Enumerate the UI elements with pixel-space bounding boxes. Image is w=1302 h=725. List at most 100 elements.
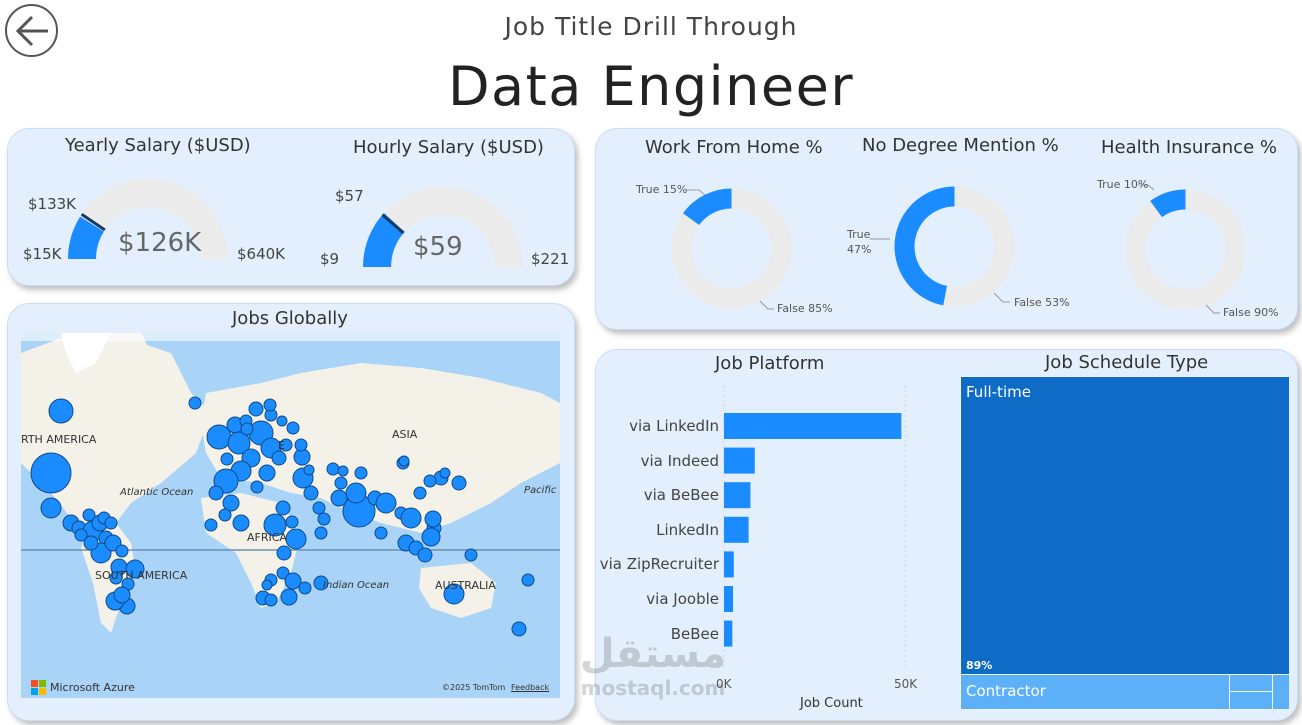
health-true-label: True 10% xyxy=(1097,178,1149,191)
watermark-arabic: مستقل xyxy=(579,631,727,677)
map-bubble xyxy=(374,526,388,540)
treemap-small-3[interactable] xyxy=(1273,675,1289,709)
map-bubble xyxy=(451,475,467,491)
world-map[interactable]: RTH AMERICA Atlantic Ocean ASIA AFRICA S… xyxy=(21,333,560,698)
map-bubble xyxy=(48,398,74,424)
platform-bar[interactable] xyxy=(724,620,733,647)
map-bubble xyxy=(303,485,319,501)
back-button[interactable] xyxy=(5,4,58,57)
map-title: Jobs Globally xyxy=(232,308,348,329)
map-bubble xyxy=(261,579,273,591)
no-degree-donut xyxy=(894,186,1015,307)
page-title: Data Engineer xyxy=(447,55,855,118)
map-bubble xyxy=(276,415,288,427)
map-bubble xyxy=(303,464,315,476)
yearly-value: $126K xyxy=(118,228,202,258)
map-bubble xyxy=(314,526,328,540)
map-bubble xyxy=(263,513,287,537)
map-bubble xyxy=(115,544,129,558)
map-bubble xyxy=(258,464,276,482)
no-degree-true-pct: 47% xyxy=(847,243,872,256)
map-bubble xyxy=(421,527,441,547)
map-bubble xyxy=(276,566,290,580)
donut-true-slice xyxy=(894,186,955,306)
azure-logo: Microsoft Azure xyxy=(31,680,135,695)
platform-bar[interactable] xyxy=(724,551,734,578)
map-bubble xyxy=(271,450,287,466)
map-bubble xyxy=(294,438,308,452)
treemap-full-time[interactable]: Full-time 89% xyxy=(961,377,1289,674)
map-bubble xyxy=(113,586,131,604)
hourly-salary-gauge xyxy=(363,187,523,267)
salary-card: Yearly Salary ($USD) Hourly Salary ($USD… xyxy=(7,128,575,286)
health-false-label: False 90% xyxy=(1223,306,1279,319)
map-bubble xyxy=(275,500,291,516)
map-bubble xyxy=(313,575,329,591)
wfh-false-label: False 85% xyxy=(777,302,833,315)
map-bubble xyxy=(286,421,300,435)
treemap-small-1[interactable] xyxy=(1230,675,1272,691)
full-time-pct: 89% xyxy=(966,659,993,672)
platform-bar[interactable] xyxy=(724,447,755,474)
map-bubble xyxy=(104,516,118,530)
map-bubble xyxy=(40,497,62,519)
map-bubble xyxy=(125,559,145,579)
platform-bar[interactable] xyxy=(724,482,751,509)
no-degree-true-label: True xyxy=(847,228,871,241)
x-axis-label: Job Count xyxy=(800,696,863,711)
map-bubble xyxy=(400,507,422,529)
watermark: مستقل mostaql.com xyxy=(573,632,733,700)
map-bubble xyxy=(326,462,340,476)
map-bubble xyxy=(208,485,224,501)
benefits-card: Work From Home % No Degree Mention % Hea… xyxy=(595,128,1298,330)
platform-bar-chart xyxy=(723,385,906,670)
donut-true-slice xyxy=(682,188,732,225)
hourly-min-label: $9 xyxy=(320,250,340,268)
map-bubble xyxy=(417,547,433,563)
map-bubble xyxy=(354,466,368,480)
map-label-australia: AUSTRALIA xyxy=(435,579,496,592)
microsoft-logo-icon xyxy=(31,680,46,695)
treemap-contractor[interactable]: Contractor xyxy=(961,675,1229,709)
health-insurance-donut xyxy=(1125,189,1246,310)
map-bubble xyxy=(204,518,218,532)
map-label-africa: AFRICA xyxy=(247,531,287,544)
map-bubble xyxy=(424,510,442,528)
x-tick-50k: 50K xyxy=(894,677,918,691)
platform-bar-label: via BeBee xyxy=(643,486,719,505)
map-bubble xyxy=(240,422,254,436)
hourly-max-label: $221 xyxy=(531,250,570,268)
platform-bar[interactable] xyxy=(724,586,734,612)
platform-bar[interactable] xyxy=(724,516,749,543)
map-bubble xyxy=(413,486,427,500)
platform-bar-label: via Jooble xyxy=(646,590,719,608)
hourly-target-label: $57 xyxy=(335,187,364,205)
map-bubble xyxy=(285,515,299,529)
donut-false-slice xyxy=(1125,189,1246,310)
donut-leader-lines xyxy=(686,184,1220,314)
map-bubble xyxy=(330,489,348,507)
map-label-atlantic: Atlantic Ocean xyxy=(120,487,194,498)
map-bubble xyxy=(220,452,234,466)
map-bubble xyxy=(263,398,277,412)
map-bubble xyxy=(232,514,250,532)
map-feedback-link[interactable]: Feedback xyxy=(511,683,550,692)
page-subtitle: Job Title Drill Through xyxy=(504,12,798,41)
map-bubble xyxy=(375,492,397,514)
map-bubble xyxy=(398,455,410,467)
wfh-title: Work From Home % xyxy=(645,137,823,158)
map-bubble xyxy=(279,438,293,452)
map-bubble xyxy=(337,465,349,477)
map-bubble xyxy=(74,528,88,542)
map-bubble xyxy=(521,573,535,587)
wfh-true-label: True 15% xyxy=(636,183,688,196)
treemap-small-2[interactable] xyxy=(1230,692,1272,709)
platform-bar-label: LinkedIn xyxy=(656,520,719,539)
map-bubble xyxy=(284,572,302,590)
platform-bar[interactable] xyxy=(724,413,902,439)
map-copyright: ©2025 TomTom xyxy=(442,683,506,692)
map-bubble xyxy=(82,508,96,522)
donut-true-slice xyxy=(1150,189,1186,218)
map-label-europe: E xyxy=(278,439,285,452)
map-bubble xyxy=(276,545,292,561)
